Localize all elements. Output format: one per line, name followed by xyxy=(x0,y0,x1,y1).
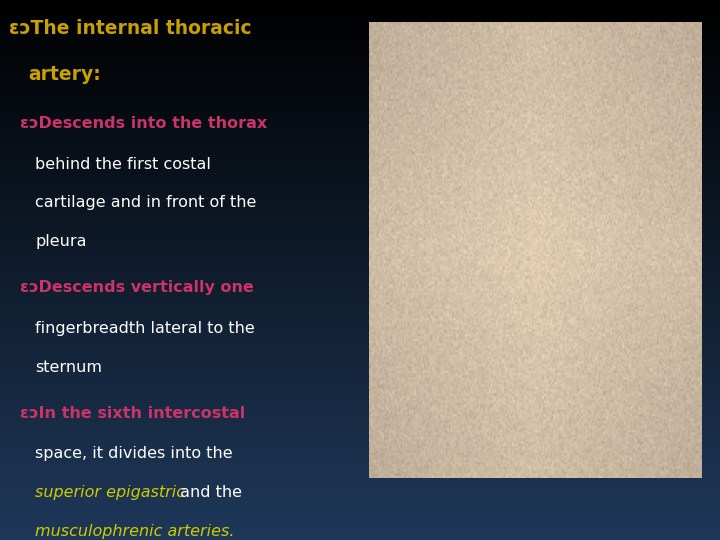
Text: musculophrenic arteries.: musculophrenic arteries. xyxy=(35,524,235,539)
Text: pleura: pleura xyxy=(35,234,86,249)
Text: space, it divides into the: space, it divides into the xyxy=(35,446,233,461)
Text: and the: and the xyxy=(176,485,243,500)
Text: sternum: sternum xyxy=(35,360,102,375)
Text: fingerbreadth lateral to the: fingerbreadth lateral to the xyxy=(35,321,255,336)
Text: artery:: artery: xyxy=(28,65,101,84)
Text: εɔDescends into the thorax: εɔDescends into the thorax xyxy=(20,116,268,131)
Text: superior epigastric: superior epigastric xyxy=(35,485,185,500)
Text: cartilage and in front of the: cartilage and in front of the xyxy=(35,195,256,211)
Text: εɔThe internal thoracic: εɔThe internal thoracic xyxy=(9,19,252,38)
Text: εɔDescends vertically one: εɔDescends vertically one xyxy=(20,280,254,295)
Text: behind the first costal: behind the first costal xyxy=(35,157,211,172)
Text: εɔIn the sixth intercostal: εɔIn the sixth intercostal xyxy=(20,406,246,421)
